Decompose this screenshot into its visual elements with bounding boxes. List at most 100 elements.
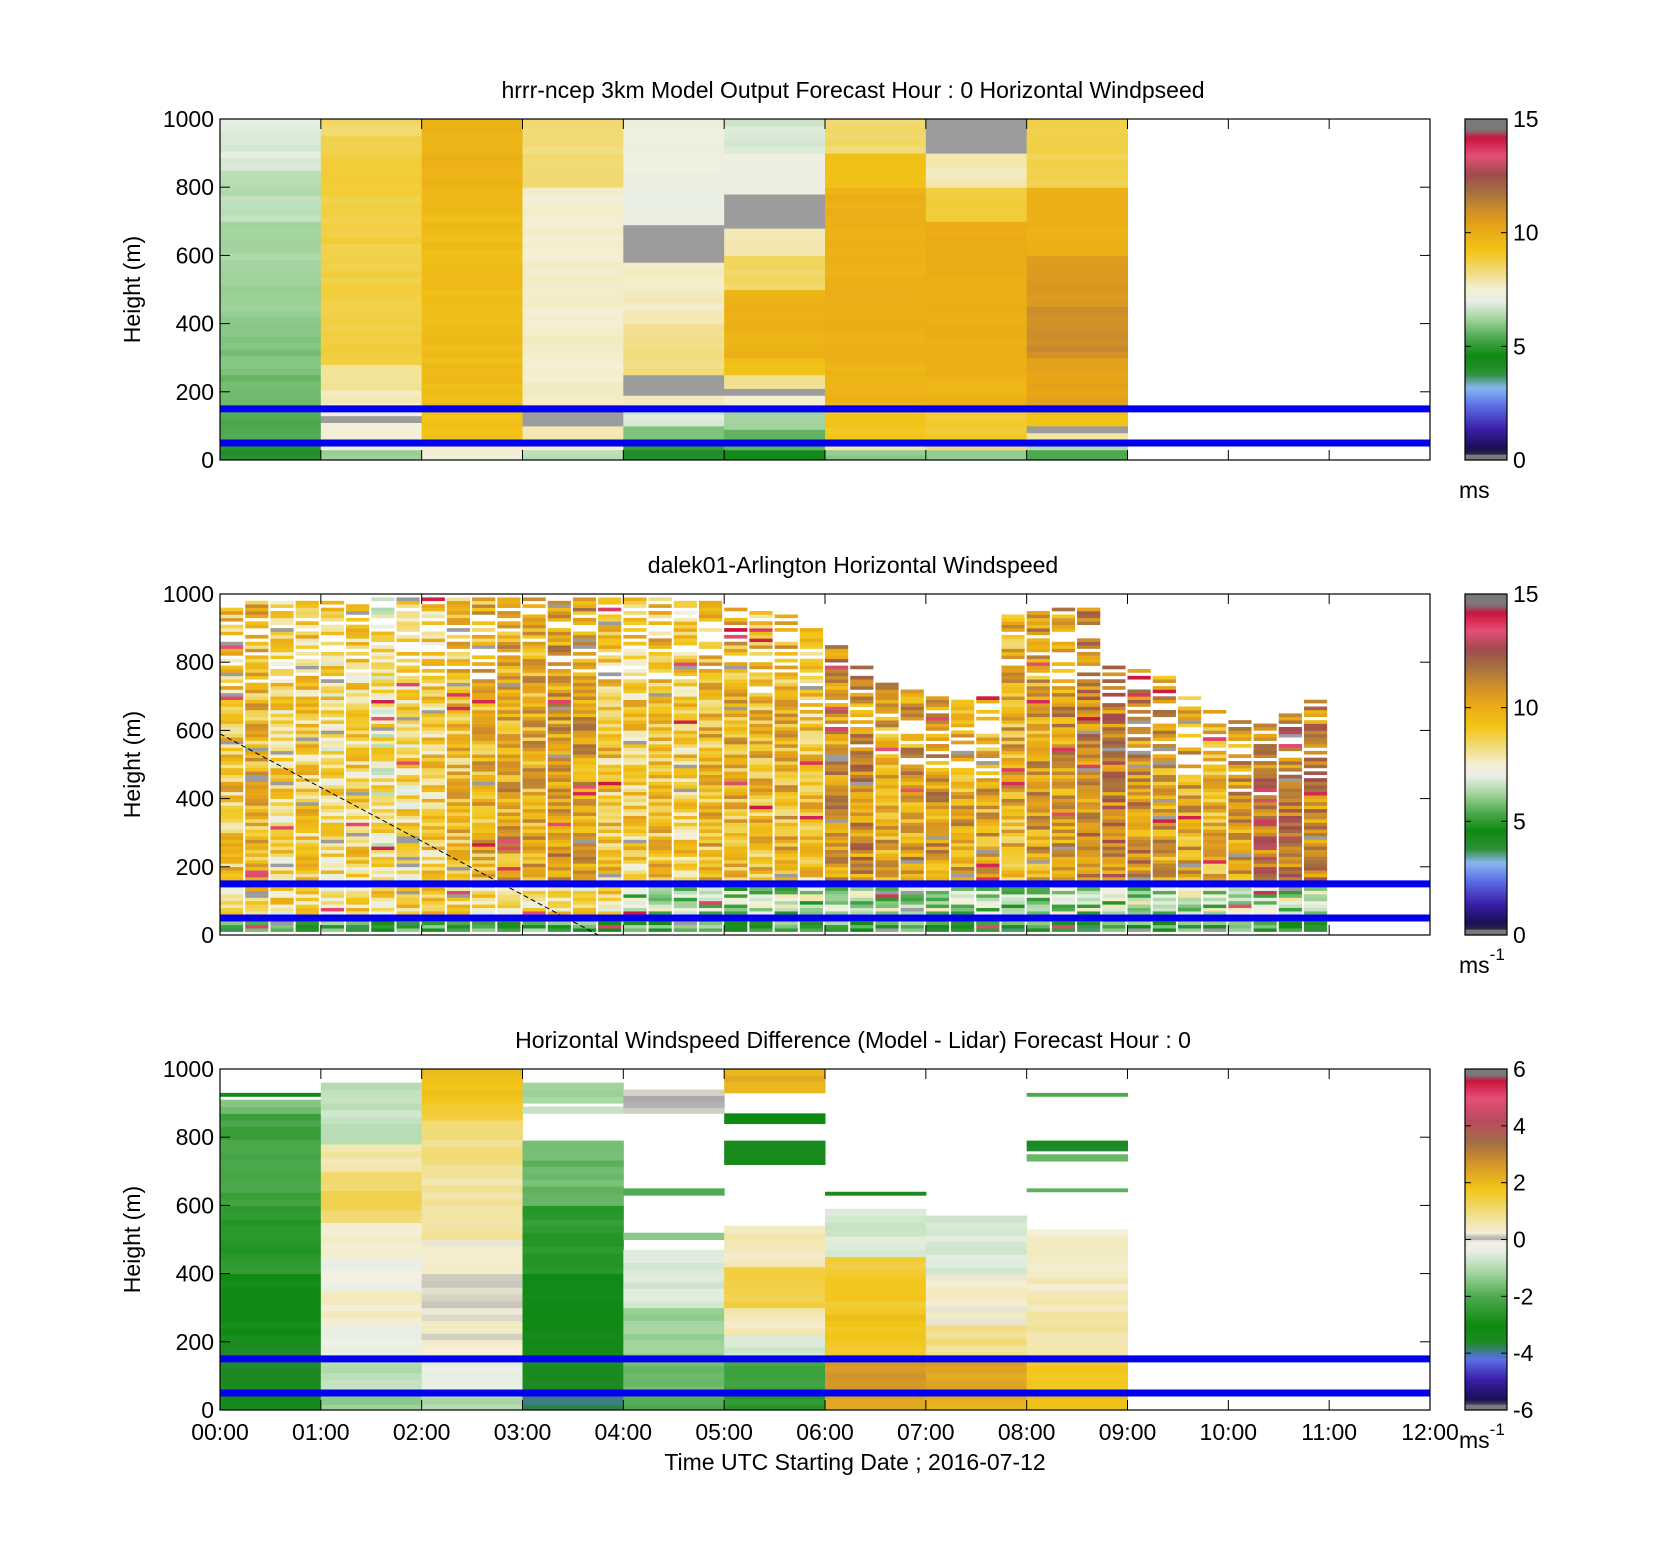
heatmap-cell <box>1279 843 1302 847</box>
heatmap-cell <box>1279 816 1302 820</box>
heatmap-cell <box>422 1280 523 1287</box>
heatmap-cell <box>800 928 823 932</box>
heatmap-cell <box>573 727 596 731</box>
heatmap-cell <box>850 857 873 861</box>
heatmap-cell <box>573 768 596 772</box>
heatmap-cell <box>674 894 697 898</box>
heatmap-cell <box>220 324 321 331</box>
heatmap-cell <box>674 666 697 670</box>
heatmap-cell <box>346 911 369 915</box>
colorbar-tick-label: 5 <box>1513 333 1526 359</box>
heatmap-cell <box>775 686 798 690</box>
heatmap-cell <box>220 151 321 158</box>
heatmap-cell <box>901 693 924 697</box>
heatmap-cell <box>699 724 722 728</box>
heatmap-cell <box>1153 809 1176 813</box>
heatmap-cell <box>724 1147 825 1153</box>
heatmap-cell <box>1077 713 1100 717</box>
heatmap-cell <box>1304 744 1327 748</box>
heatmap-cell <box>497 921 520 925</box>
heatmap-cell <box>674 846 697 850</box>
heatmap-cell <box>523 167 624 174</box>
heatmap-cell <box>1077 887 1100 891</box>
heatmap-cell <box>1304 734 1327 738</box>
heatmap-cell <box>623 317 724 324</box>
heatmap-cell <box>1228 816 1251 820</box>
heatmap-cell <box>724 649 747 653</box>
heatmap-cell <box>1102 816 1125 820</box>
heatmap-cell <box>623 1340 724 1347</box>
heatmap-cell <box>270 758 293 762</box>
heatmap-cell <box>825 693 848 697</box>
heatmap-cell <box>623 850 646 854</box>
heatmap-cell <box>396 901 419 905</box>
heatmap-cell <box>1178 792 1201 796</box>
heatmap-cell <box>220 897 243 901</box>
heatmap-cell <box>724 758 747 762</box>
heatmap-cell <box>1001 840 1024 844</box>
heatmap-cell <box>800 717 823 721</box>
heatmap-cell <box>523 1320 624 1327</box>
heatmap-cell <box>623 343 724 350</box>
heatmap-cell <box>1153 850 1176 854</box>
heatmap-cell <box>346 744 369 748</box>
heatmap-cell <box>1128 768 1151 772</box>
heatmap-cell <box>598 717 621 721</box>
heatmap-cell <box>775 754 798 758</box>
heatmap-cell <box>1304 795 1327 799</box>
heatmap-cell <box>371 805 394 809</box>
heatmap-cell <box>321 1304 422 1311</box>
heatmap-cell <box>447 662 470 666</box>
heatmap-cell <box>523 686 546 690</box>
heatmap-cell <box>800 840 823 844</box>
heatmap-cell <box>371 840 394 844</box>
heatmap-cell <box>1027 364 1128 371</box>
heatmap-cell <box>775 666 798 670</box>
heatmap-cell <box>245 921 268 925</box>
heatmap-cell <box>623 816 646 820</box>
heatmap-cell <box>749 836 772 840</box>
heatmap-cell <box>548 870 571 874</box>
heatmap-cell <box>951 826 974 830</box>
heatmap-cell <box>573 608 596 612</box>
heatmap-cell <box>724 1113 825 1119</box>
heatmap-cell <box>825 194 926 201</box>
heatmap-cell <box>270 751 293 755</box>
heatmap-cell <box>472 785 495 789</box>
heatmap-cell <box>220 138 321 145</box>
heatmap-cell <box>749 747 772 751</box>
heatmap-cell <box>346 853 369 857</box>
heatmap-cell <box>1027 676 1050 680</box>
heatmap-cell <box>926 276 1027 283</box>
heatmap-cell <box>749 638 772 642</box>
heatmap-cell <box>422 860 445 864</box>
heatmap-cell <box>220 253 321 260</box>
heatmap-cell <box>447 744 470 748</box>
heatmap-cell <box>1203 863 1226 867</box>
heatmap-cell <box>649 686 672 690</box>
heatmap-cell <box>825 1308 926 1315</box>
heatmap-cell <box>623 395 724 402</box>
heatmap-cell <box>901 713 924 717</box>
heatmap-cell <box>321 1270 422 1277</box>
heatmap-cell <box>1077 696 1100 700</box>
heatmap-cell <box>422 1260 523 1267</box>
heatmap-cell <box>623 911 646 915</box>
heatmap-cell <box>447 751 470 755</box>
heatmap-cell <box>775 782 798 786</box>
heatmap-cell <box>875 908 898 912</box>
heatmap-cell <box>926 754 949 758</box>
heatmap-cell <box>523 160 624 167</box>
heatmap-cell <box>1304 863 1327 867</box>
heatmap-cell <box>422 727 445 731</box>
heatmap-cell <box>396 911 419 915</box>
heatmap-cell <box>497 768 520 772</box>
heatmap-cell <box>724 160 825 167</box>
heatmap-cell <box>850 727 873 731</box>
heatmap-cell <box>1052 829 1075 833</box>
heatmap-cell <box>800 853 823 857</box>
heatmap-cell <box>321 782 344 786</box>
heatmap-cell <box>220 362 321 369</box>
heatmap-cell <box>321 1178 422 1185</box>
heatmap-cell <box>901 747 924 751</box>
